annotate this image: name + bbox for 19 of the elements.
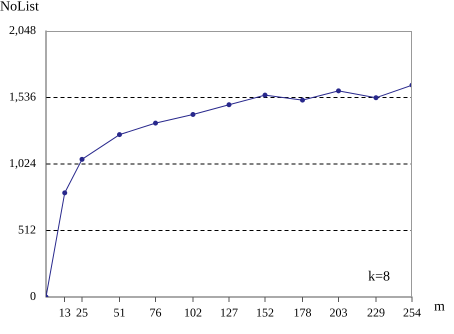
x-tick-label: 152 <box>256 305 274 320</box>
y-tick-label: 1,536 <box>9 90 36 104</box>
x-tick-label: 229 <box>366 305 385 320</box>
y-tick-label: 0 <box>30 289 36 304</box>
x-tick-label: 102 <box>184 305 202 320</box>
x-tick-label: 178 <box>293 305 312 320</box>
x-tick-label: 25 <box>76 305 88 320</box>
y-axis-title: NoList <box>0 0 39 15</box>
x-tick-label: 127 <box>220 305 238 320</box>
x-axis-title: m <box>434 300 445 315</box>
annotation: k=8 <box>368 270 390 285</box>
x-tick-label: 76 <box>150 305 162 320</box>
x-tick-label: 203 <box>330 305 348 320</box>
x-tick-label: 51 <box>113 305 126 320</box>
y-tick-label: 1,024 <box>9 156 36 170</box>
x-tick-label: 13 <box>58 305 71 320</box>
x-tick-label: 254 <box>403 305 421 320</box>
y-tick-label: 512 <box>18 222 36 237</box>
y-tick-label: 2,048 <box>9 23 36 38</box>
